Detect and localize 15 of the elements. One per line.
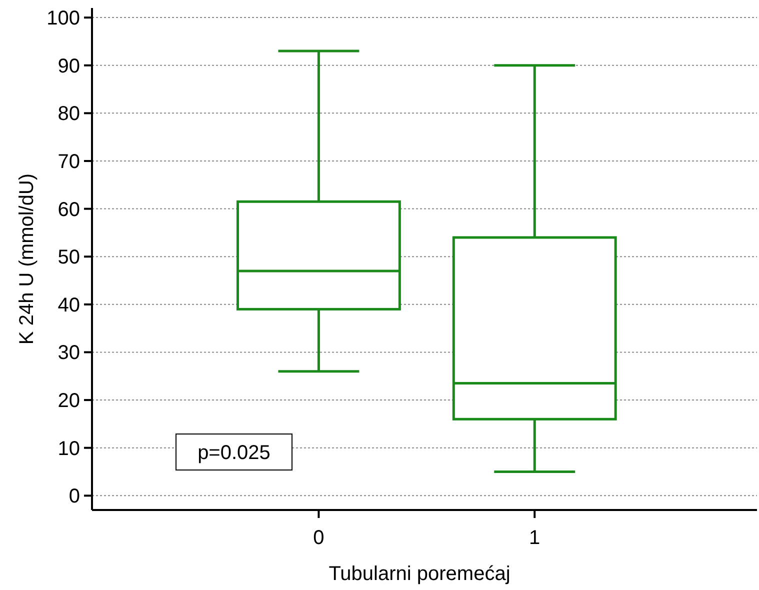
y-tick-label: 20 <box>58 390 80 412</box>
y-tick-label: 100 <box>46 8 80 30</box>
y-axis-title: K 24h U (mmol/dU) <box>16 173 38 345</box>
x-tick-label: 1 <box>529 527 540 549</box>
y-tick-label: 90 <box>58 55 80 78</box>
y-tick-label: 50 <box>58 246 80 269</box>
y-tick-label: 10 <box>58 438 80 460</box>
x-axis-title: Tubularni poremećaj <box>328 563 510 585</box>
y-tick-label: 0 <box>68 486 80 508</box>
annotation: p=0.025 <box>198 442 270 464</box>
y-tick-label: 70 <box>58 150 80 173</box>
y-tick-label: 40 <box>58 294 80 316</box>
y-tick-label: 80 <box>58 103 80 126</box>
y-tick-label: 30 <box>58 342 80 364</box>
y-tick-label: 60 <box>58 198 80 221</box>
